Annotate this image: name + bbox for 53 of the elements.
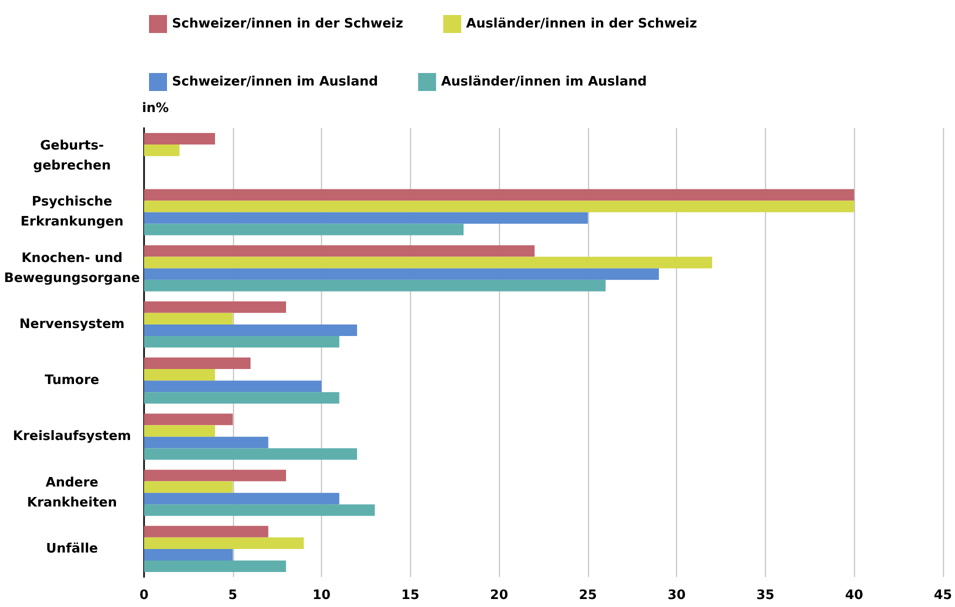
bar <box>144 144 180 156</box>
x-axis-title: in% <box>142 101 169 116</box>
bar <box>144 560 286 572</box>
bar <box>144 301 286 313</box>
y-tick-label: Psychische Erkrankungen <box>20 194 124 230</box>
y-tick-label: Kreislaufsystem <box>12 429 132 444</box>
legend-label: Ausländer/innen im Ausland <box>441 74 647 90</box>
x-tick-label: 35 <box>756 588 774 603</box>
bar <box>144 312 233 324</box>
x-tick-label: 10 <box>312 588 331 603</box>
y-tick-label: Tumore <box>44 373 100 388</box>
bar <box>144 481 233 493</box>
bar <box>144 133 216 145</box>
legend-label: Ausländer/innen in der Schweiz <box>466 16 698 32</box>
y-tick-label: Nervensystem <box>19 316 125 332</box>
x-tick-label: 25 <box>578 588 597 603</box>
bar <box>144 470 286 482</box>
bar <box>144 256 712 268</box>
bar <box>144 425 216 437</box>
bar <box>144 280 606 292</box>
bar <box>144 212 588 224</box>
bar <box>144 548 233 560</box>
legend-label: Schweizer/innen im Ausland <box>172 74 378 90</box>
bar <box>144 380 322 392</box>
bar <box>144 448 358 460</box>
bar <box>144 392 340 404</box>
x-tick-label: 45 <box>934 588 952 603</box>
y-tick-label: Andere Krankheiten <box>27 475 117 510</box>
bar <box>144 224 464 236</box>
x-tick-label: 5 <box>228 588 238 603</box>
bar <box>144 504 375 516</box>
bar <box>144 369 216 381</box>
x-tick-label: 30 <box>668 588 686 603</box>
x-tick-label: 0 <box>139 588 149 603</box>
bar <box>144 189 854 201</box>
bar <box>144 436 268 448</box>
bar <box>144 414 233 426</box>
bar <box>144 537 304 549</box>
bar <box>144 268 659 280</box>
x-tick-label: 20 <box>490 588 508 603</box>
x-tick-label: 40 <box>845 588 864 603</box>
bar <box>144 358 251 370</box>
y-tick-label: Knochen- und Bewegungsorgane <box>4 250 140 286</box>
y-tick-label: Unfälle <box>46 541 98 556</box>
bar <box>144 336 340 348</box>
x-tick-label: 15 <box>401 588 420 603</box>
y-tick-label: Geburts- gebrechen <box>33 138 111 174</box>
bar <box>144 200 854 212</box>
bar <box>144 245 535 257</box>
legend-label: Schweizer/innen in der Schweiz <box>172 16 404 32</box>
bar <box>144 492 340 504</box>
bar <box>144 324 358 336</box>
bar <box>144 526 268 538</box>
